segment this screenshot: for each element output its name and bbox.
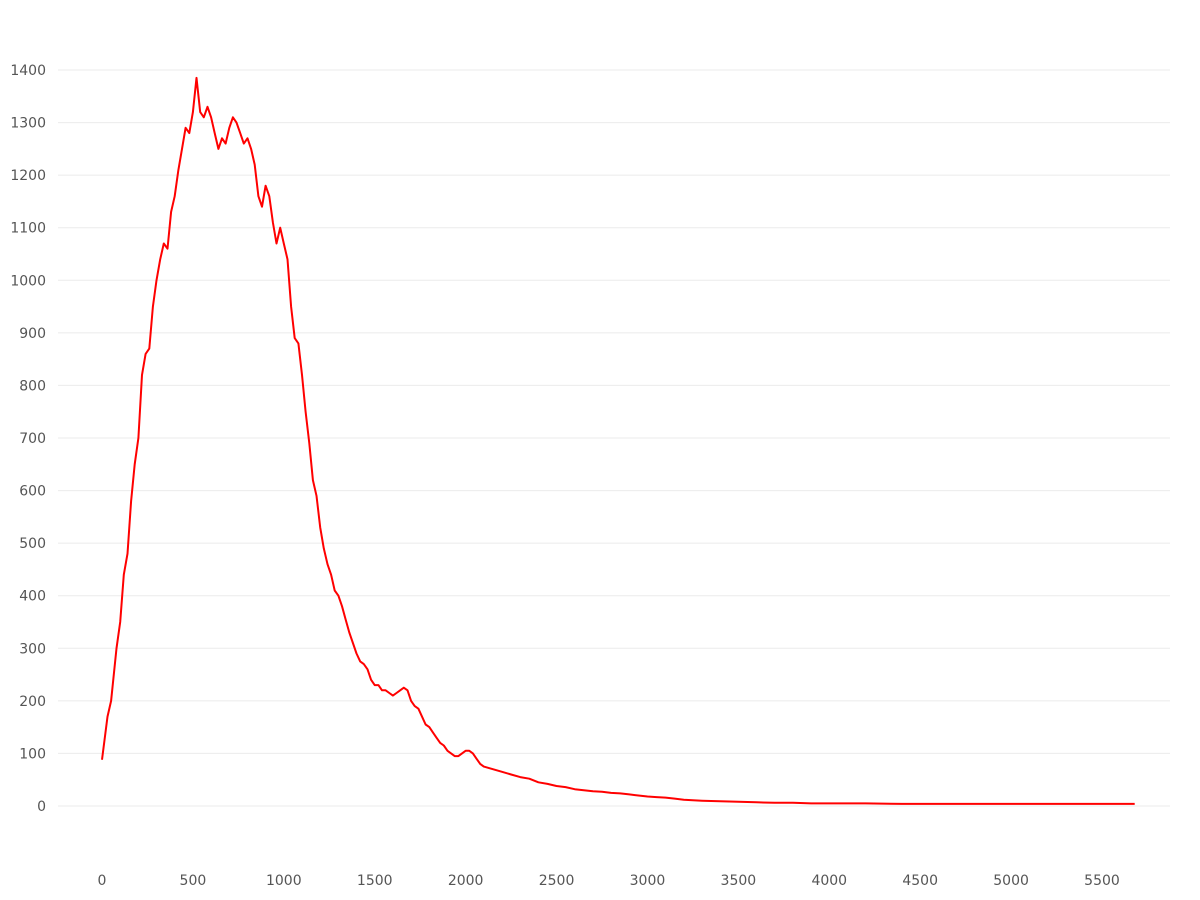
y-tick-label: 100: [19, 746, 46, 762]
x-tick-label: 5500: [1084, 873, 1120, 889]
x-axis-ticks: 0 500 1000 1500 2000 2500 3000 3500 4000 4500 5000…: [98, 873, 1120, 889]
x-tick-label: 4500: [902, 873, 938, 889]
y-tick-label: 1400: [10, 63, 46, 79]
y-tick-label: 500: [19, 536, 46, 552]
x-tick-label: 2500: [539, 873, 575, 889]
y-tick-label: 1200: [10, 168, 46, 184]
y-tick-label: 1300: [10, 116, 46, 132]
x-tick-label: 500: [180, 873, 207, 889]
y-tick-label: 0: [37, 799, 46, 815]
y-axis-ticks: 0 100 200 300 400 500 600 700 800 900 1000 1100 1200…: [10, 63, 46, 815]
y-tick-label: 200: [19, 694, 46, 710]
y-tick-label: 400: [19, 589, 46, 605]
grid-lines: [58, 69, 1170, 807]
x-tick-label: 1000: [266, 873, 302, 889]
x-tick-label: 2000: [448, 873, 484, 889]
x-tick-label: 3000: [630, 873, 666, 889]
y-tick-label: 600: [19, 484, 46, 500]
x-tick-label: 3500: [721, 873, 757, 889]
x-tick-label: 4000: [811, 873, 847, 889]
series-line-0: [101, 76, 1135, 805]
y-tick-label: 700: [19, 431, 46, 447]
series-group: [101, 76, 1135, 805]
y-tick-label: 800: [19, 378, 46, 394]
y-tick-label: 900: [19, 326, 46, 342]
x-tick-label: 0: [98, 873, 107, 889]
y-tick-label: 1000: [10, 273, 46, 289]
y-tick-label: 1100: [10, 221, 46, 237]
y-tick-label: 300: [19, 641, 46, 657]
x-tick-label: 1500: [357, 873, 393, 889]
x-tick-label: 5000: [993, 873, 1029, 889]
